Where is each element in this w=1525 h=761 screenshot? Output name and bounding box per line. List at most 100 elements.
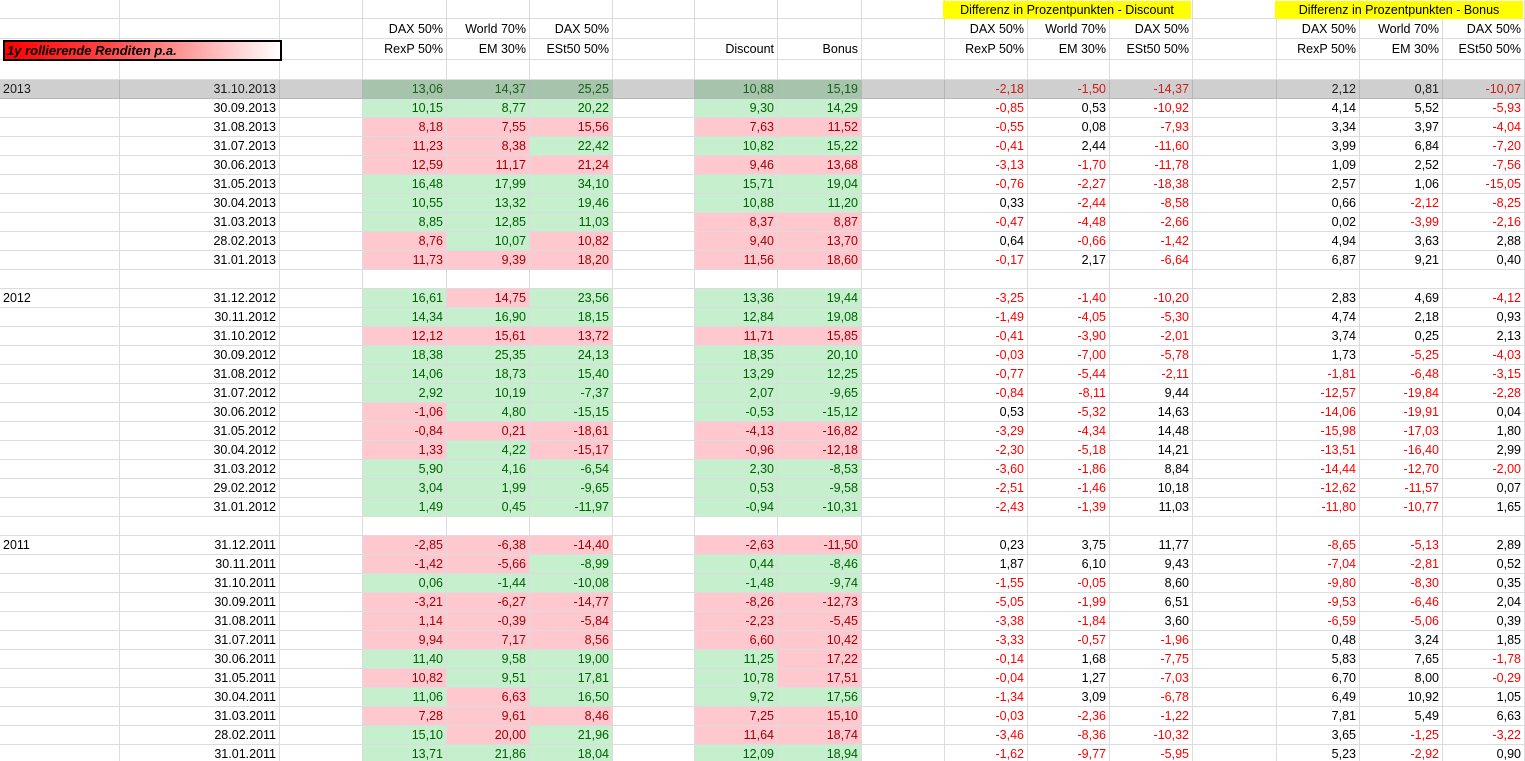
return-cell: 9,30 <box>695 99 778 118</box>
return-cell: -5,66 <box>447 555 530 574</box>
difference-cell: 1,27 <box>1028 669 1110 688</box>
return-cell: 16,48 <box>363 175 447 194</box>
difference-cell: -0,03 <box>945 346 1028 365</box>
cell <box>1193 327 1277 346</box>
return-cell: 13,36 <box>695 289 778 308</box>
return-cell: 15,10 <box>778 707 862 726</box>
difference-cell: -10,20 <box>1110 289 1193 308</box>
cell <box>613 346 695 365</box>
difference-cell: -2,66 <box>1110 213 1193 232</box>
difference-cell: 4,94 <box>1277 232 1360 251</box>
return-cell: 7,17 <box>447 631 530 650</box>
cell <box>0 137 120 156</box>
difference-cell: -10,77 <box>1360 498 1443 517</box>
return-cell: -14,77 <box>530 593 613 612</box>
return-cell: 7,28 <box>363 707 447 726</box>
cell <box>280 251 363 270</box>
cell <box>0 650 120 669</box>
return-cell: 11,56 <box>695 251 778 270</box>
cell <box>1193 669 1277 688</box>
difference-cell: -12,57 <box>1277 384 1360 403</box>
cell <box>120 517 280 536</box>
difference-cell: 2,89 <box>1443 536 1525 555</box>
difference-cell: -3,33 <box>945 631 1028 650</box>
return-cell: 15,85 <box>778 327 862 346</box>
return-cell: -14,40 <box>530 536 613 555</box>
return-cell: 10,19 <box>447 384 530 403</box>
cell <box>280 574 363 593</box>
return-cell: -12,18 <box>778 441 862 460</box>
cell <box>1110 270 1193 289</box>
column-header: EM 30% <box>1028 39 1110 60</box>
return-cell: -9,65 <box>778 384 862 403</box>
difference-cell: -3,46 <box>945 726 1028 745</box>
return-cell: -10,08 <box>530 574 613 593</box>
return-cell: 19,44 <box>778 289 862 308</box>
return-cell: 25,25 <box>530 80 613 99</box>
difference-cell: 4,69 <box>1360 289 1443 308</box>
difference-cell: 0,39 <box>1443 612 1525 631</box>
cell <box>1193 612 1277 631</box>
return-cell: -12,73 <box>778 593 862 612</box>
cell <box>280 498 363 517</box>
difference-cell: 1,65 <box>1443 498 1525 517</box>
date-cell: 30.11.2011 <box>120 555 280 574</box>
cell <box>695 517 778 536</box>
cell <box>1193 555 1277 574</box>
cell <box>1193 517 1277 536</box>
difference-cell: -0,84 <box>945 384 1028 403</box>
difference-cell: 6,70 <box>1277 669 1360 688</box>
return-cell: 19,04 <box>778 175 862 194</box>
return-cell: 13,72 <box>530 327 613 346</box>
cell <box>613 612 695 631</box>
cell <box>862 479 945 498</box>
return-cell: -9,65 <box>530 479 613 498</box>
cell <box>0 403 120 422</box>
difference-cell: -2,28 <box>1443 384 1525 403</box>
date-cell: 31.12.2012 <box>120 289 280 308</box>
difference-cell: -0,29 <box>1443 669 1525 688</box>
difference-cell: 2,57 <box>1277 175 1360 194</box>
difference-cell: 2,13 <box>1443 327 1525 346</box>
return-cell: -6,27 <box>447 593 530 612</box>
return-cell: 8,76 <box>363 232 447 251</box>
cell <box>862 688 945 707</box>
difference-cell: -1,84 <box>1028 612 1110 631</box>
cell <box>1193 574 1277 593</box>
cell <box>1110 60 1193 80</box>
return-cell: 23,56 <box>530 289 613 308</box>
cell <box>0 688 120 707</box>
cell <box>280 593 363 612</box>
return-cell: 8,38 <box>447 137 530 156</box>
cell <box>1193 650 1277 669</box>
return-cell: -9,74 <box>778 574 862 593</box>
cell <box>1110 517 1193 536</box>
difference-cell: 2,04 <box>1443 593 1525 612</box>
return-cell: 18,60 <box>778 251 862 270</box>
difference-cell: -3,99 <box>1360 213 1443 232</box>
cell <box>1360 60 1443 80</box>
cell <box>1193 346 1277 365</box>
cell <box>862 251 945 270</box>
difference-cell: 0,81 <box>1360 80 1443 99</box>
difference-cell: -3,29 <box>945 422 1028 441</box>
return-cell: 15,40 <box>530 365 613 384</box>
cell <box>363 60 447 80</box>
return-cell: 8,37 <box>695 213 778 232</box>
cell <box>862 517 945 536</box>
difference-cell: -2,36 <box>1028 707 1110 726</box>
cell <box>862 365 945 384</box>
date-cell: 31.03.2011 <box>120 707 280 726</box>
difference-cell: -15,98 <box>1277 422 1360 441</box>
difference-cell: -2,27 <box>1028 175 1110 194</box>
date-cell: 30.09.2013 <box>120 99 280 118</box>
return-cell: 8,18 <box>363 118 447 137</box>
cell <box>862 156 945 175</box>
difference-cell: -6,78 <box>1110 688 1193 707</box>
cell <box>1193 479 1277 498</box>
return-cell: -18,61 <box>530 422 613 441</box>
date-cell: 30.06.2013 <box>120 156 280 175</box>
date-cell: 31.08.2013 <box>120 118 280 137</box>
return-cell: 4,16 <box>447 460 530 479</box>
